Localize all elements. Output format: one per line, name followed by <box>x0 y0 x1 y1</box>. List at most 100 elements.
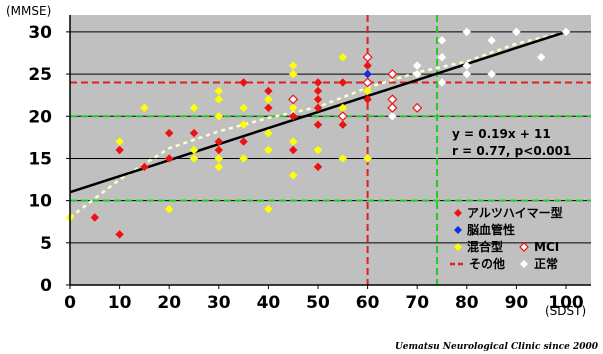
point-mci-1 <box>337 111 348 122</box>
y-tick-label-0: 0 <box>40 276 52 296</box>
x-tick-label-0: 0 <box>64 293 76 313</box>
point-alzheimer-13 <box>289 145 298 155</box>
regression-line <box>69 30 567 194</box>
legend-marker-mci <box>519 242 529 252</box>
point-normal-1 <box>437 52 447 62</box>
legend-marker-alzheimer <box>454 209 462 217</box>
point-mixed-3 <box>140 103 149 113</box>
point-alzheimer-21 <box>338 78 347 87</box>
point-alzheimer-23 <box>363 61 372 70</box>
point-normal-0 <box>437 36 447 45</box>
legend-label-other: その他 <box>469 256 505 271</box>
point-normal-5 <box>462 27 471 37</box>
point-mixed-9 <box>214 86 223 96</box>
point-alzheimer-5 <box>165 154 174 163</box>
point-mci-7 <box>412 102 423 113</box>
point-mixed-25 <box>289 137 298 146</box>
legend-label-alzheimer: アルツハイマー型 <box>467 205 563 220</box>
y-tick-label-30: 30 <box>28 23 52 43</box>
point-normal-10 <box>512 27 521 37</box>
point-alzheimer-22 <box>338 120 347 129</box>
point-normal-4 <box>413 69 422 79</box>
point-alzheimer-20 <box>313 162 323 172</box>
point-mixed-26 <box>289 171 298 180</box>
x-tick-label-20: 20 <box>157 293 181 313</box>
point-alzheimer-3 <box>140 162 149 172</box>
point-mixed-35 <box>363 86 372 96</box>
point-mixed-28 <box>313 145 323 155</box>
point-mci-6 <box>387 102 398 113</box>
point-mixed-24 <box>289 103 298 113</box>
point-alzheimer-18 <box>313 103 323 113</box>
point-vascular-0 <box>363 69 372 79</box>
point-normal-12 <box>561 27 571 37</box>
point-normal-6 <box>462 61 471 70</box>
gridlines <box>70 31 591 244</box>
regression-equation: y = 0.19x + 11 <box>452 127 551 141</box>
point-mci-3 <box>362 77 373 88</box>
legend-marker-normal <box>520 260 528 268</box>
point-mixed-29 <box>338 52 347 62</box>
point-normal-7 <box>462 69 471 79</box>
point-alzheimer-6 <box>189 128 199 138</box>
point-mixed-5 <box>165 204 174 214</box>
point-mci-0 <box>288 94 299 105</box>
correlation-text: r = 0.77, p<0.001 <box>452 144 571 158</box>
x-tick-label-80: 80 <box>455 293 479 313</box>
point-mixed-10 <box>214 95 223 104</box>
point-alzheimer-11 <box>264 86 273 96</box>
point-normal-2 <box>437 78 447 87</box>
point-mixed-8 <box>189 154 199 163</box>
credit-text: Uematsu Neurological Clinic since 2000 <box>395 342 599 352</box>
point-mixed-11 <box>214 112 223 121</box>
point-mixed-15 <box>239 103 248 113</box>
point-alzheimer-8 <box>214 137 223 146</box>
x-tick-label-90: 90 <box>505 293 529 313</box>
data-points <box>65 27 571 239</box>
point-mci-4 <box>387 69 398 80</box>
point-alzheimer-2 <box>115 145 124 155</box>
y-axis-label: (MMSE) <box>6 4 51 18</box>
point-mixed-13 <box>214 154 223 163</box>
point-alzheimer-14 <box>289 112 298 121</box>
x-axis-label: (SDST) <box>545 304 586 318</box>
point-alzheimer-12 <box>264 103 273 113</box>
plot-area <box>70 15 591 285</box>
point-mixed-21 <box>264 204 273 214</box>
point-alzheimer-9 <box>239 78 248 87</box>
legend-marker-mixed <box>454 243 462 251</box>
x-tick-label-30: 30 <box>207 293 231 313</box>
point-mixed-19 <box>264 128 273 138</box>
axes: 0 5 10 15 20 25 30 0 10 20 30 40 50 60 70 80 90 100 <box>28 15 591 313</box>
point-mixed-20 <box>264 145 273 155</box>
point-alzheimer-0 <box>90 213 99 222</box>
point-mixed-17 <box>239 154 248 163</box>
y-tick-label-5: 5 <box>40 234 52 254</box>
y-tick-label-15: 15 <box>28 149 52 169</box>
point-alzheimer-1 <box>115 230 124 239</box>
point-alzheimer-19 <box>313 120 323 129</box>
legend: アルツハイマー型 脳血管性 混合型 MCI その他 正常 <box>450 205 563 271</box>
x-tick-label-70: 70 <box>405 293 429 313</box>
y-tick-label-25: 25 <box>28 65 52 85</box>
legend-label-vascular: 脳血管性 <box>467 222 515 237</box>
point-alzheimer-25 <box>363 95 372 104</box>
point-mci-2 <box>362 52 373 63</box>
point-mixed-6 <box>189 145 199 155</box>
point-alzheimer-16 <box>313 86 323 96</box>
point-mixed-34 <box>363 154 372 163</box>
point-mixed-33 <box>338 154 347 163</box>
legend-label-mixed: 混合型 <box>467 239 503 254</box>
point-mixed-16 <box>239 120 248 129</box>
point-normal-8 <box>487 36 496 45</box>
point-mixed-14 <box>214 162 223 172</box>
legend-label-mci: MCI <box>534 240 559 254</box>
point-mixed-23 <box>289 69 298 79</box>
point-mixed-18 <box>264 95 273 104</box>
x-tick-label-100: 100 <box>548 293 584 313</box>
point-normal-3 <box>413 61 422 70</box>
x-tick-label-60: 60 <box>356 293 380 313</box>
point-alzheimer-4 <box>165 128 174 138</box>
legend-label-normal: 正常 <box>534 256 558 271</box>
